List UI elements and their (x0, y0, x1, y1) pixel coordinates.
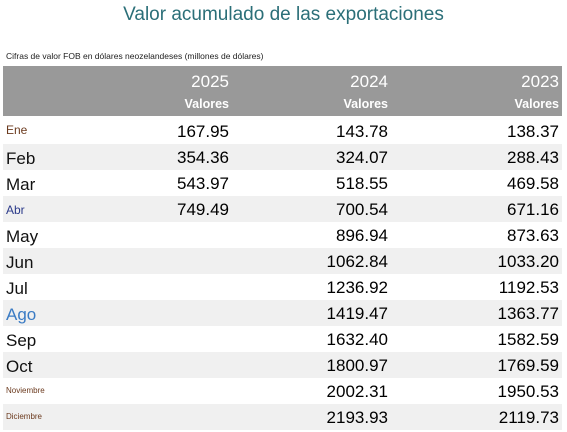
value-2023: 2119.73 (498, 408, 559, 427)
value-2024: 1062.84 (326, 252, 388, 271)
month-label: Noviembre (6, 386, 45, 395)
value-2024: 1800.97 (326, 356, 388, 375)
year-header-2025: 2025 (191, 72, 229, 91)
month-label: Diciembre (6, 412, 43, 421)
month-label: Feb (6, 149, 36, 168)
table-row: Diciembre 2193.93 2119.73 (3, 404, 562, 430)
values-subheader-2025: Valores (184, 97, 229, 111)
value-2024: 2193.93 (326, 408, 388, 427)
value-2024: 143.78 (336, 122, 388, 141)
value-2023: 1363.77 (497, 304, 559, 323)
value-2023: 671.16 (507, 200, 559, 219)
value-2023: 1950.53 (497, 382, 559, 401)
value-2023: 1033.20 (497, 252, 559, 271)
value-2023: 873.63 (507, 226, 559, 245)
month-label: Ago (6, 305, 37, 324)
value-2024: 324.07 (336, 148, 388, 167)
month-label: Ene (6, 123, 28, 137)
value-2025: 167.95 (177, 122, 229, 141)
value-2023: 288.43 (507, 148, 559, 167)
table-header: 2025 2024 2023 Valores Valores Valores (3, 66, 562, 116)
values-subheader-2024: Valores (343, 97, 388, 111)
month-label: Oct (6, 357, 33, 376)
value-2024: 1236.92 (326, 278, 388, 297)
table-row: Jun 1062.84 1033.20 (3, 248, 562, 274)
value-2024: 896.94 (336, 226, 388, 245)
value-2023: 138.37 (507, 122, 559, 141)
table-row: Sep 1632.40 1582.59 (3, 326, 562, 352)
table-row: Ene 167.95 143.78 138.37 (3, 118, 562, 144)
table-row: Jul 1236.92 1192.53 (3, 274, 562, 300)
month-label: May (6, 227, 39, 246)
value-2023: 1582.59 (497, 330, 559, 349)
table-row: Feb 354.36 324.07 288.43 (3, 144, 562, 170)
values-subheader-2023: Valores (514, 97, 559, 111)
value-2023: 469.58 (507, 174, 559, 193)
value-2025: 543.97 (177, 174, 229, 193)
value-2023: 1769.59 (497, 356, 559, 375)
month-label: Jun (6, 253, 34, 272)
month-label: Abr (6, 203, 25, 217)
table-row: Abr 749.49 700.54 671.16 (3, 196, 562, 222)
value-2024: 700.54 (336, 200, 388, 219)
month-label: Sep (6, 331, 37, 350)
year-header-2023: 2023 (521, 72, 559, 91)
value-2025: 749.49 (177, 200, 229, 219)
year-header-2024: 2024 (350, 72, 388, 91)
table-row: Mar 543.97 518.55 469.58 (3, 170, 562, 196)
value-2024: 1419.47 (326, 304, 388, 323)
table-row: Ago 1419.47 1363.77 (3, 300, 562, 326)
month-label: Mar (6, 175, 36, 194)
value-2025: 354.36 (177, 148, 229, 167)
table-row: Oct 1800.97 1769.59 (3, 352, 562, 378)
table-caption: Cifras de valor FOB en dólares neozeland… (6, 51, 264, 61)
value-2024: 1632.40 (326, 330, 388, 349)
month-label: Jul (6, 279, 28, 298)
value-2024: 518.55 (336, 174, 388, 193)
table-row: May 896.94 873.63 (3, 222, 562, 248)
value-2023: 1192.53 (498, 278, 559, 297)
table-row: Noviembre 2002.31 1950.53 (3, 378, 562, 404)
page-title: Valor acumulado de las exportaciones (123, 4, 444, 25)
value-2024: 2002.31 (326, 382, 388, 401)
